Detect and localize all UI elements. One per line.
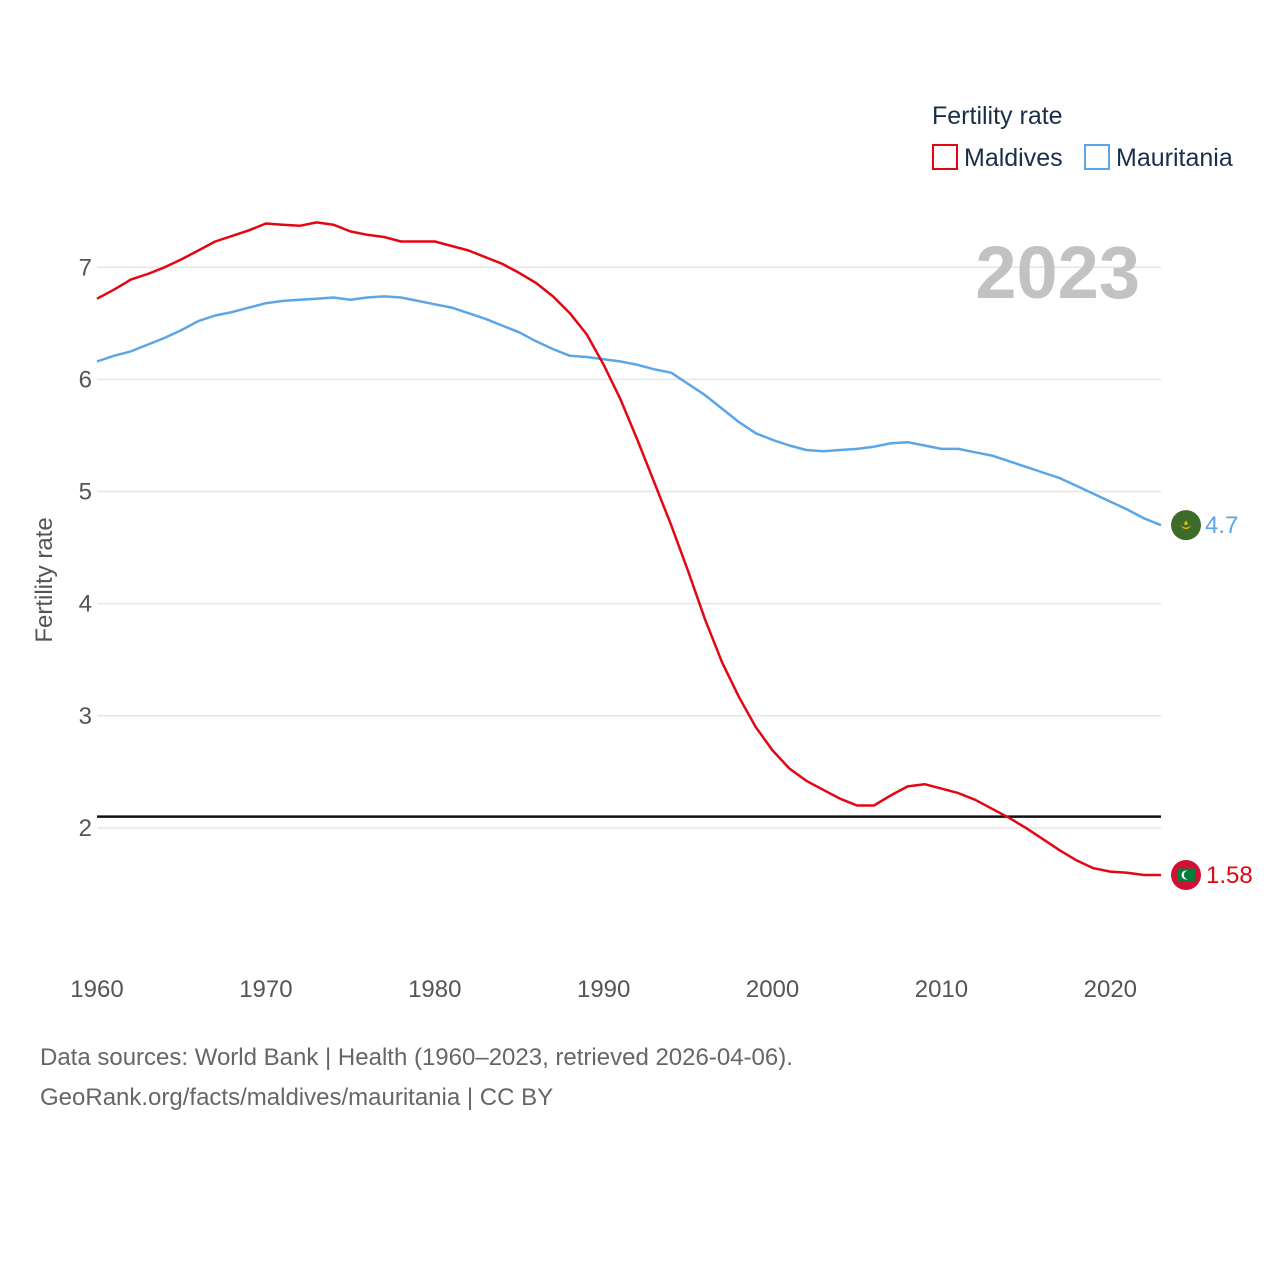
series-lines bbox=[96, 221, 1162, 877]
flag-maldives-icon bbox=[1171, 859, 1201, 890]
legend-label-maldives: Maldives bbox=[964, 144, 1063, 172]
legend-swatch-maldives bbox=[932, 144, 958, 170]
legend-item-maldives[interactable]: Maldives bbox=[932, 144, 1063, 172]
gridlines bbox=[97, 266, 1161, 829]
y-tick-label: 3 bbox=[79, 703, 92, 730]
x-tick-label: 2020 bbox=[1084, 976, 1137, 1003]
legend-swatch-mauritania bbox=[1084, 144, 1110, 170]
series-line-mauritania bbox=[96, 295, 1162, 527]
end-label-maldives: 1.58 bbox=[1206, 862, 1253, 889]
legend-label-mauritania: Mauritania bbox=[1116, 144, 1233, 172]
end-label-mauritania: 4.7 bbox=[1205, 512, 1238, 539]
y-tick-label: 4 bbox=[79, 591, 92, 618]
y-tick-label: 5 bbox=[79, 479, 92, 506]
series-line-maldives bbox=[96, 221, 1161, 877]
y-tick-label: 2 bbox=[79, 815, 92, 842]
x-tick-label: 1970 bbox=[239, 976, 292, 1003]
y-tick-label: 7 bbox=[79, 254, 92, 281]
x-axis-ticks: 1960 1970 1980 1990 2000 2010 2020 bbox=[70, 976, 1137, 1003]
year-watermark: 2023 bbox=[975, 231, 1140, 314]
x-tick-label: 1990 bbox=[577, 976, 630, 1003]
legend-item-mauritania[interactable]: Mauritania bbox=[1084, 144, 1233, 172]
x-tick-label: 1960 bbox=[70, 976, 123, 1003]
footer-sources: Data sources: World Bank | Health (1960–… bbox=[40, 1044, 793, 1071]
x-tick-label: 2010 bbox=[915, 976, 968, 1003]
y-axis-ticks: 2 3 4 5 6 7 bbox=[79, 254, 92, 842]
flag-mauritania-icon bbox=[1171, 510, 1201, 541]
x-tick-label: 2000 bbox=[746, 976, 799, 1003]
legend: Fertility rate Maldives Mauritania bbox=[932, 102, 1233, 172]
y-tick-label: 6 bbox=[79, 366, 92, 393]
x-tick-label: 1980 bbox=[408, 976, 461, 1003]
y-axis-title: Fertility rate bbox=[31, 517, 58, 642]
legend-title: Fertility rate bbox=[932, 102, 1063, 130]
footer-attribution[interactable]: GeoRank.org/facts/maldives/mauritania | … bbox=[40, 1084, 554, 1111]
